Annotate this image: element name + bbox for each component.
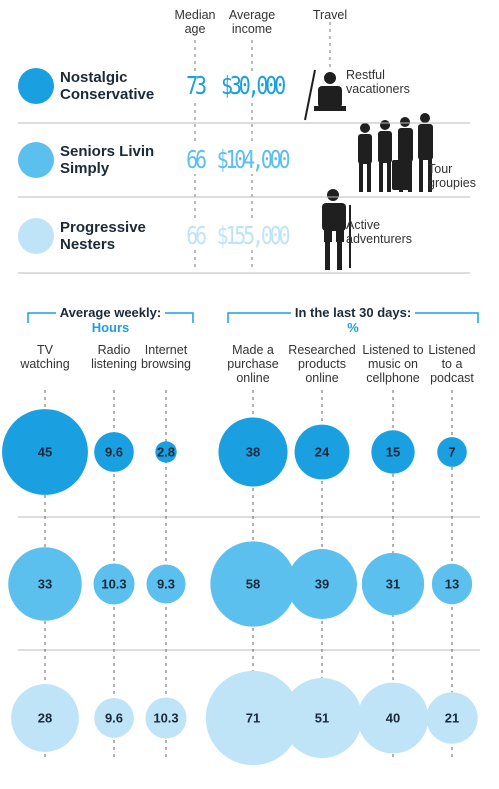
- group-unit: Hours: [91, 320, 130, 335]
- bubble-value: 71: [246, 710, 260, 725]
- bubble-value: 7: [448, 444, 455, 459]
- bubble-value: 24: [315, 444, 330, 459]
- header-label: Average income: [228, 8, 276, 36]
- header-label: Travel: [312, 8, 348, 22]
- bubble-value: 10.3: [153, 710, 178, 725]
- income: $30,000: [212, 71, 292, 100]
- bubble: [218, 417, 288, 487]
- bubble: [287, 549, 357, 619]
- column-label: Internet browsing: [140, 343, 192, 371]
- bubble: [431, 563, 473, 605]
- bubble: [94, 432, 134, 472]
- segment-name: Progressive Nesters: [60, 219, 146, 253]
- bubble-value: 40: [386, 710, 400, 725]
- bubble: [8, 547, 82, 621]
- column-label: Radio listening: [91, 343, 137, 371]
- bubble-value: 39: [315, 576, 329, 591]
- bubble: [282, 678, 362, 758]
- bubble: [155, 441, 177, 463]
- bubble: [146, 564, 186, 604]
- bubble: [93, 563, 135, 605]
- travel-label: Active adventurers: [346, 218, 413, 246]
- bubble: [11, 684, 79, 752]
- bubble: [294, 424, 350, 480]
- travel-label: Restful vacationers: [346, 68, 410, 96]
- segment-dot: [18, 68, 54, 104]
- segment-name: Seniors Living Simply: [60, 143, 164, 177]
- bubble: [205, 670, 301, 766]
- travel-illustrations: [304, 69, 433, 270]
- bubble: [210, 541, 296, 627]
- bubble-value: 45: [38, 444, 52, 459]
- segment-dot: [18, 218, 54, 254]
- bubble-value: 2.8: [157, 444, 175, 459]
- bubble: [145, 697, 187, 739]
- group-title: In the last 30 days:: [290, 305, 416, 320]
- column-label: Listened to a podcast: [428, 343, 476, 385]
- bubble-value: 51: [315, 710, 329, 725]
- segment-name: Nostalgic Conservatives: [60, 69, 163, 103]
- bubble: [94, 698, 134, 738]
- bubble: [357, 682, 429, 754]
- group-title: Average weekly:: [55, 305, 166, 320]
- column-label: Made a purchase online: [227, 343, 279, 385]
- bubble-value: 33: [38, 576, 52, 591]
- bubble-value: 9.6: [105, 710, 123, 725]
- bubble-value: 9.3: [157, 576, 175, 591]
- bubble-value: 31: [386, 576, 400, 591]
- bubble-value: 28: [38, 710, 52, 725]
- bubble-value: 9.6: [105, 444, 123, 459]
- bubble-value: 21: [445, 710, 459, 725]
- bubble-value: 15: [386, 444, 400, 459]
- group-unit: %: [347, 320, 359, 335]
- bubble: [361, 552, 425, 616]
- column-label: Listened to music on cellphone: [362, 343, 424, 385]
- bubble: [437, 437, 467, 467]
- bubble-value: 10.3: [101, 576, 126, 591]
- column-label: Researched products online: [288, 343, 356, 385]
- income: $104,000: [212, 145, 292, 174]
- bubble: [426, 692, 478, 744]
- column-label: TV watching: [20, 343, 70, 371]
- bubble-value: 38: [246, 444, 260, 459]
- bubble-value: 58: [246, 576, 260, 591]
- group-title: In the last 30 days:%: [278, 305, 428, 335]
- header-label: Median age: [174, 8, 216, 36]
- bubble-value: 13: [445, 576, 459, 591]
- bubble: [2, 409, 88, 495]
- travel-label: Tour groupies: [428, 162, 476, 190]
- segment-dot: [18, 142, 54, 178]
- bubble: [371, 430, 415, 474]
- income: $155,000: [212, 221, 292, 250]
- group-title: Average weekly: Hours: [36, 305, 186, 335]
